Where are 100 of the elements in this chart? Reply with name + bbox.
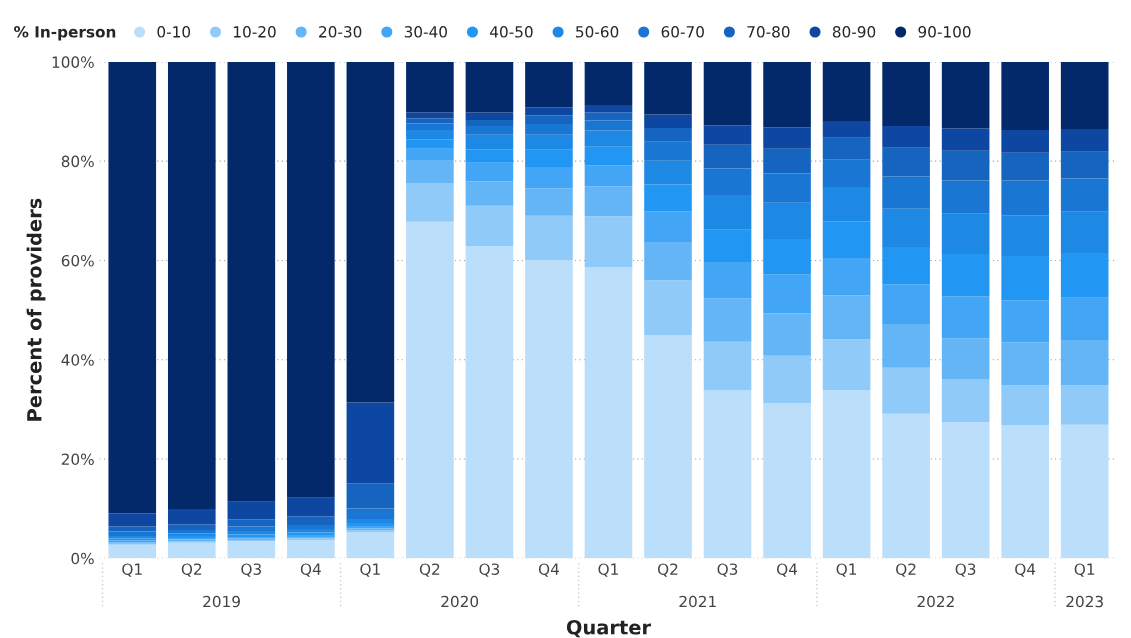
bar [287, 61, 335, 498]
bar [1060, 297, 1109, 341]
bar [525, 134, 573, 150]
bar [763, 355, 811, 403]
bar [941, 180, 990, 214]
bar [763, 239, 811, 275]
x-tick-label: Q2 [181, 563, 202, 577]
x-tick-label: Q3 [955, 563, 976, 577]
bar [346, 532, 395, 559]
bar [703, 261, 752, 299]
legend-label: 20-30 [319, 26, 362, 38]
bar [108, 61, 157, 514]
bar [406, 183, 454, 222]
bar [941, 128, 990, 151]
x-tick-label: Q4 [300, 563, 321, 577]
x-tick-label: Q3 [241, 563, 261, 577]
legend-title: % In-person [14, 26, 116, 41]
bar [465, 162, 514, 182]
x-tick-label: Q1 [360, 563, 380, 577]
bar [1060, 424, 1109, 559]
text: 2023 [1066, 595, 1103, 608]
bar [822, 389, 871, 559]
bar [644, 334, 692, 559]
bar [644, 160, 692, 185]
bar [644, 141, 692, 161]
bar [763, 127, 811, 149]
bar [1060, 340, 1109, 386]
bar [822, 137, 871, 160]
bar [822, 295, 871, 340]
bar [287, 539, 335, 559]
x-tick-label: Q4 [538, 563, 559, 577]
bar [108, 544, 157, 559]
bar [644, 280, 692, 335]
bar [406, 221, 454, 559]
bar [465, 119, 514, 126]
bar [882, 125, 930, 148]
bar [644, 211, 692, 243]
legend-label: 30-40 [404, 26, 447, 38]
bar [703, 298, 752, 342]
x-tick-label: Q1 [1074, 563, 1095, 577]
bar [167, 542, 216, 559]
x-tick-label: Q1 [598, 563, 618, 577]
bar [822, 257, 871, 296]
bar [1001, 152, 1049, 181]
bar [763, 61, 811, 128]
bar [882, 208, 930, 248]
legend-label: 80-90 [832, 26, 876, 38]
legend-label: 70-80 [747, 26, 790, 38]
bar [465, 61, 514, 113]
bar [941, 213, 990, 254]
bar [703, 390, 752, 559]
bar [227, 540, 276, 559]
bar [465, 181, 514, 206]
y-tick-label: 100% [52, 56, 94, 68]
bar [941, 61, 990, 129]
bar [1001, 129, 1049, 153]
bar [941, 150, 990, 181]
bar [465, 134, 514, 150]
bar [882, 284, 930, 324]
bar [763, 313, 811, 356]
bar [1060, 151, 1109, 179]
y-tick-label: 60% [61, 254, 94, 267]
bar [406, 118, 454, 124]
bar [822, 120, 871, 138]
bar [882, 61, 930, 126]
bar [703, 341, 752, 391]
bar [644, 127, 692, 142]
bar [1001, 255, 1049, 301]
bar [882, 323, 930, 368]
bar [1001, 300, 1049, 343]
y-tick-label: 20% [61, 453, 94, 465]
bar [346, 519, 395, 524]
bar [1001, 425, 1049, 559]
bar [525, 149, 573, 168]
bar [703, 144, 752, 169]
y-tick-label: 80% [61, 155, 94, 168]
legend-label: 40-50 [490, 26, 533, 38]
bar [882, 367, 930, 414]
bar [703, 61, 752, 126]
bar [584, 146, 633, 166]
bar [406, 61, 454, 113]
x-tick-label: Q3 [717, 563, 738, 577]
bar [525, 123, 573, 135]
bar [882, 176, 930, 209]
bar [1060, 128, 1109, 152]
bar [227, 61, 276, 502]
bar [108, 531, 157, 536]
bar [525, 115, 573, 124]
bar [763, 148, 811, 174]
text: 2019 [203, 595, 240, 608]
bar [1001, 180, 1049, 216]
bar [1001, 385, 1049, 426]
legend-label: 90-100 [918, 26, 971, 38]
x-tick-label: Q1 [122, 563, 142, 577]
bar [406, 129, 454, 140]
bar [882, 247, 930, 285]
bar [287, 516, 335, 525]
bar [584, 186, 633, 217]
bar [108, 513, 157, 527]
bar [227, 526, 276, 531]
